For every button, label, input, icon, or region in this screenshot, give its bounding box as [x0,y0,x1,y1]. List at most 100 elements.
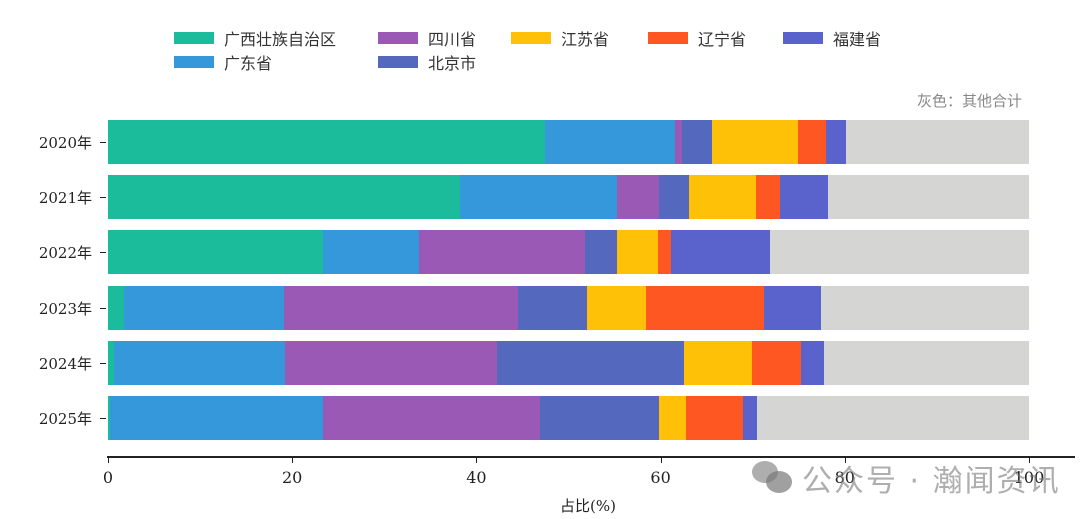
plot-area [108,110,1075,456]
bar-segment [645,286,764,330]
legend-label: 广东省 [224,54,273,73]
x-axis-line [107,456,1075,458]
bar-row [108,230,1029,274]
y-tick-label: 2025年 [38,410,92,428]
wechat-icon [752,461,792,495]
bar-segment [670,230,771,274]
legend-label: 福建省 [833,30,882,49]
x-tick [292,457,294,463]
bar-segment [823,341,1029,385]
legend-swatch [378,32,418,44]
bar-segment [689,175,757,219]
bar-segment [617,175,659,219]
bar-row [108,341,1029,385]
x-tick [1029,457,1030,463]
y-tick [100,418,106,419]
legend-item-guangxi: 广西壮族自治区 [174,28,337,49]
legend-label: 辽宁省 [698,30,747,49]
bar-segment [658,175,690,219]
bar-segment [545,120,676,164]
bar-row [108,120,1029,164]
bar-segment [801,341,824,385]
legend-label: 江苏省 [561,30,610,49]
bar-segment [756,175,781,219]
bar-segment [419,230,586,274]
bar-segment [845,120,1029,164]
bar-segment [517,286,587,330]
bar-segment [109,396,323,440]
legend: 广西壮族自治区 广东省 四川省 北京市 江苏省 辽宁省 福建省 [0,0,1080,80]
legend-item-jiangsu: 江苏省 [511,28,610,49]
y-tick-label: 2021年 [38,189,92,207]
bar-segment [712,120,798,164]
bar-segment [459,175,618,219]
legend-swatch [783,32,823,44]
x-tick [476,457,478,463]
bar-segment [108,120,546,164]
bar-segment [108,175,460,219]
bar-segment [108,286,124,330]
x-tick-label: 20 [282,468,303,487]
x-tick-label: 0 [102,468,114,487]
legend-swatch [174,32,214,44]
y-tick [100,363,106,364]
legend-item-liaoning: 辽宁省 [648,28,747,49]
y-tick [100,197,106,198]
legend-label: 四川省 [428,30,477,49]
bar-segment [108,341,115,385]
legend-label: 广西壮族自治区 [224,30,337,49]
bar-segment [820,286,1029,330]
x-tick [108,457,109,463]
y-tick-label: 2024年 [38,355,92,373]
y-tick-label: 2022年 [38,244,92,262]
legend-swatch [511,32,551,44]
bar-segment [123,286,284,330]
bar-segment [322,396,540,440]
x-tick-label: 80 [834,468,855,487]
bar-row [108,175,1029,219]
bar-segment [683,341,752,385]
bar-segment [770,230,1029,274]
bar-segment [108,230,323,274]
watermark-text: 公众号 · 瀚闻资讯 [802,464,1061,499]
bar-segment [539,396,659,440]
bar-segment [586,286,646,330]
y-tick [100,142,106,143]
bar-segment [826,120,846,164]
y-tick [100,252,106,253]
bar-segment [284,341,497,385]
bar-segment [780,175,829,219]
x-tick-label: 100 [1013,468,1045,487]
bar-segment [742,396,758,440]
bar-segment [675,120,682,164]
bar-segment [757,396,1029,440]
legend-swatch [648,32,688,44]
bar-segment [828,175,1029,219]
bar-row [108,286,1029,330]
gray-legend-note: 灰色：其他合计 [916,92,1022,110]
legend-swatch [378,56,418,68]
y-tick-label: 2020年 [38,134,92,152]
bar-segment [658,396,687,440]
x-tick [844,457,846,463]
x-axis-label: 占比(%) [560,497,616,515]
bar-segment [681,120,713,164]
y-tick [100,308,106,309]
bar-segment [797,120,827,164]
bar-segment [617,230,658,274]
legend-item-guangdong: 广东省 [174,52,273,73]
bar-segment [108,396,110,440]
bar-segment [114,341,285,385]
bar-segment [585,230,618,274]
watermark: 公众号 · 瀚闻资讯 [752,456,1061,500]
legend-item-fujian: 福建省 [783,28,882,49]
bar-segment [751,341,802,385]
x-tick-label: 60 [650,468,671,487]
x-tick [660,457,662,463]
bar-segment [763,286,821,330]
bar-segment [686,396,743,440]
legend-swatch [174,56,214,68]
bar-segment [283,286,518,330]
legend-label: 北京市 [428,54,477,73]
y-tick-label: 2023年 [38,300,92,318]
